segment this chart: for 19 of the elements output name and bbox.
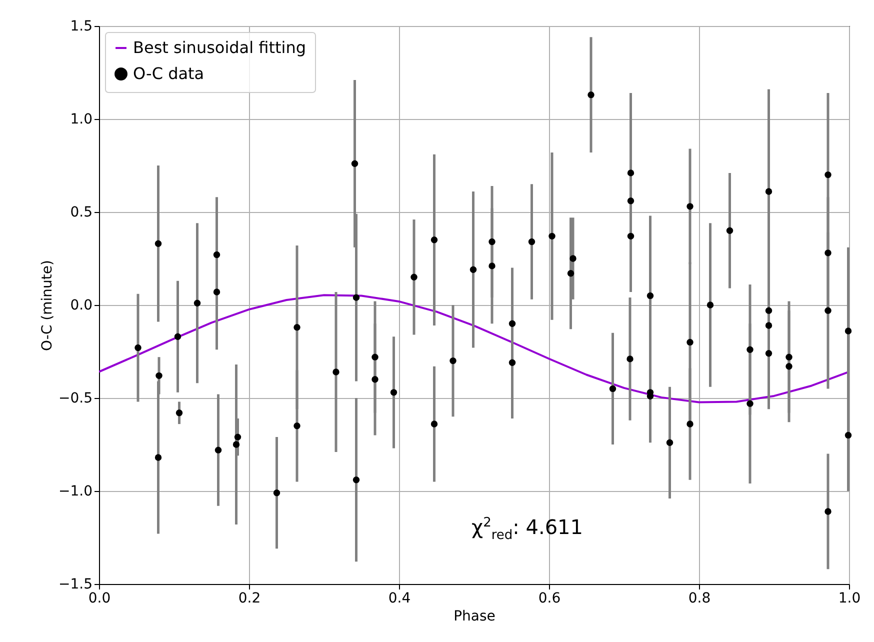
y-tick-label: 0.0 <box>70 298 92 314</box>
y-tick-label: −1.0 <box>58 484 92 500</box>
y-tick-label: 1.0 <box>70 112 92 128</box>
x-tick-label: 0.8 <box>688 590 711 606</box>
x-tick-label: 0.2 <box>238 590 261 606</box>
y-axis-title: O-C (minute) <box>40 260 56 351</box>
x-tick-label: 1.0 <box>838 590 861 606</box>
y-tick-label: −1.5 <box>58 576 92 592</box>
x-tick-label: 0.4 <box>388 590 411 606</box>
legend-label: O-C data <box>133 64 204 83</box>
line-series <box>99 294 849 404</box>
y-tick-label: 1.5 <box>70 18 92 34</box>
x-tick-label: 0.0 <box>88 590 111 606</box>
x-axis-title: Phase <box>454 608 496 624</box>
x-tick-label: 0.6 <box>538 590 561 606</box>
legend-label: Best sinusoidal fitting <box>133 38 306 57</box>
y-tick-label: −0.5 <box>58 390 92 406</box>
chi-square-note: χ$^{2}$$_{red}$: 4.611 <box>472 514 584 543</box>
y-tick-label: 0.5 <box>70 204 92 220</box>
